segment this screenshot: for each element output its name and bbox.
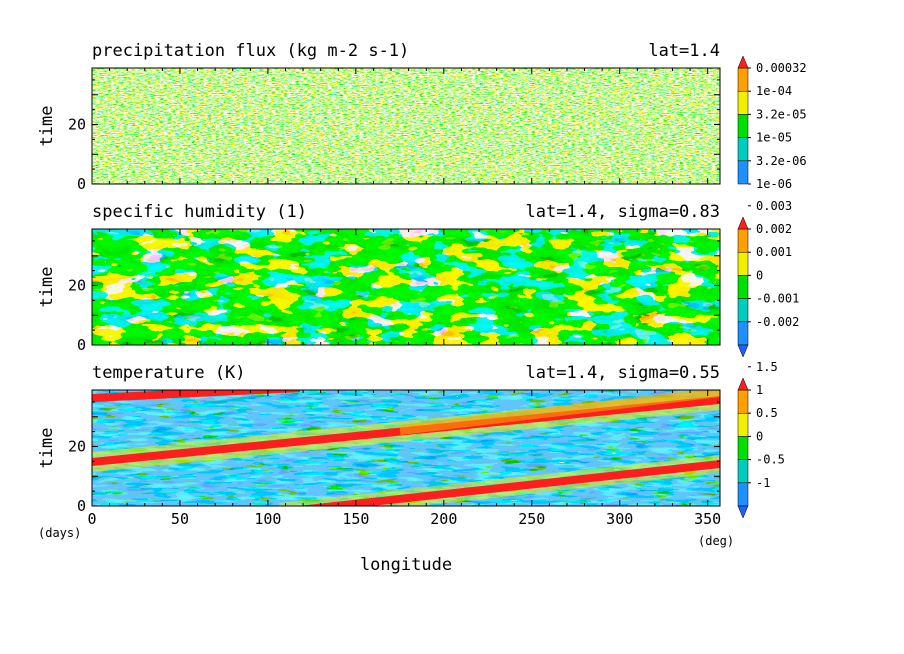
x-ticks <box>91 229 709 345</box>
y-tick-label: 20 <box>68 116 86 134</box>
x-axis-label: longitude <box>360 555 452 575</box>
colorbar-label: 0.00032 <box>756 61 807 75</box>
colorbar-label: 1e-04 <box>756 84 792 98</box>
colorbar-over-arrow <box>737 377 749 391</box>
y-axis-label: time <box>37 267 57 308</box>
colorbar-segment <box>737 298 749 323</box>
colorbar-over-arrow <box>737 216 749 230</box>
colorbar-label: 0 <box>756 268 763 282</box>
y-axis-label: time <box>37 428 57 469</box>
colorbar-segment <box>737 137 749 162</box>
colorbar-segment <box>737 67 749 92</box>
colorbar-label: 3.2e-06 <box>756 154 807 168</box>
y-tick-label: 20 <box>68 438 86 456</box>
x-tick-label: 200 <box>430 510 457 528</box>
plot-frame <box>91 67 721 185</box>
y-ticks: 0 20 <box>68 401 720 515</box>
colorbar-segment <box>737 321 749 346</box>
colorbar-segment <box>737 228 749 253</box>
plot-frame <box>91 228 721 346</box>
colorbar: -0.002 -0.001 0 0.001 0.002 0.003 <box>737 199 799 358</box>
warm-band <box>298 460 720 506</box>
colorbar-label: 0 <box>756 429 763 443</box>
colorbar-under-arrow <box>737 344 749 358</box>
y-ticks: 0 20 <box>68 240 720 354</box>
x-tick-label: 0 <box>87 510 96 528</box>
colorbar-over-arrow <box>737 55 749 69</box>
y-tick-label: 0 <box>77 175 86 193</box>
x-tick-label: 150 <box>342 510 369 528</box>
colorbar-label: 1e-05 <box>756 131 792 145</box>
y-ticks: 0 20 <box>68 79 720 193</box>
colorbar-label: -0.5 <box>756 453 785 467</box>
colorbar-segment <box>737 251 749 276</box>
colorbar-label: 1 <box>756 383 763 397</box>
warm-band <box>92 390 301 402</box>
panel-precipitation: precipitation flux (kg m-2 s-1) lat=1.4 … <box>37 41 807 193</box>
plot-frame <box>91 389 721 507</box>
colorbar-segment <box>737 275 749 299</box>
warm-bands <box>92 390 720 506</box>
colorbar-segment <box>737 114 749 138</box>
x-tick-label: 300 <box>606 510 633 528</box>
colorbar-label: 0.001 <box>756 245 792 259</box>
panel-specific-humidity: specific humidity (1) lat=1.4, sigma=0.8… <box>37 199 799 358</box>
x-ticks <box>91 68 709 184</box>
x-tick-label: 50 <box>171 510 189 528</box>
x-tick-label: 350 <box>694 510 721 528</box>
precipitation-field <box>92 68 720 184</box>
colorbar: -1 -0.5 0 0.5 1 1.5 <box>737 360 785 519</box>
colorbar-segment <box>737 160 749 185</box>
colorbar-segment <box>737 389 749 414</box>
x-tick-label: 100 <box>254 510 281 528</box>
y-tick-label: 0 <box>77 336 86 354</box>
panel-title: specific humidity (1) <box>92 202 307 222</box>
colorbar-label: -0.001 <box>756 292 799 306</box>
panel-annotation: lat=1.4 <box>648 41 720 61</box>
panel-annotation: lat=1.4, sigma=0.83 <box>526 202 720 222</box>
colorbar-segment <box>737 436 749 460</box>
colorbar-segment <box>737 412 749 437</box>
colorbar-label: 1.5 <box>756 360 778 374</box>
colorbar-segment <box>737 459 749 484</box>
colorbar-label: 0.002 <box>756 222 792 236</box>
panel-annotation: lat=1.4, sigma=0.55 <box>526 363 720 383</box>
y-tick-label: 20 <box>68 277 86 295</box>
panel-temperature: temperature (K) lat=1.4, sigma=0.55 0 50 1… <box>37 360 785 575</box>
colorbar-label: 1e-06 <box>756 177 792 191</box>
x-ticks: 0 50 100 150 200 250 300 350 <box>87 390 721 528</box>
colorbar-label: -1 <box>756 476 770 490</box>
x-unit-label: (deg) <box>698 534 734 548</box>
y-axis-label: time <box>37 106 57 147</box>
colorbar-under-arrow <box>737 505 749 519</box>
panel-title: precipitation flux (kg m-2 s-1) <box>92 41 409 61</box>
x-tick-label: 250 <box>518 510 545 528</box>
humidity-field <box>92 229 720 345</box>
y-tick-label: 0 <box>77 497 86 515</box>
colorbar: 1e-06 3.2e-06 1e-05 3.2e-05 1e-04 0.00032 <box>737 55 807 191</box>
y-unit-label: (days) <box>38 526 81 540</box>
colorbar-label: -0.002 <box>756 315 799 329</box>
panel-title: temperature (K) <box>92 363 246 383</box>
colorbar-segment <box>737 90 749 115</box>
colorbar-segment <box>737 482 749 507</box>
warm-band-fringe <box>399 390 720 435</box>
colorbar-label: 0.003 <box>756 199 792 213</box>
colorbar-label: 3.2e-05 <box>756 107 807 121</box>
colorbar-label: 0.5 <box>756 406 778 420</box>
